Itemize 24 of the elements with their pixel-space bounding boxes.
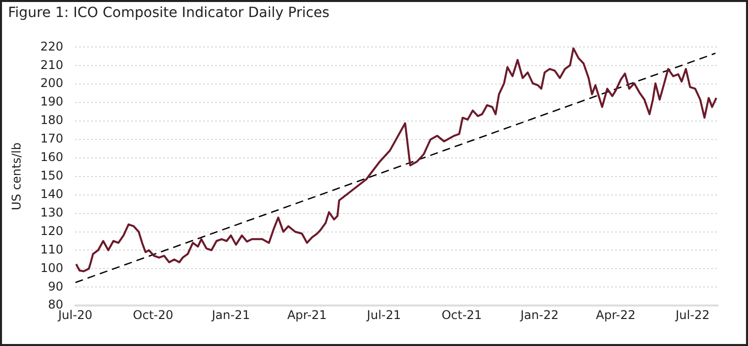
y-tick-label: 150 xyxy=(40,168,64,183)
x-tick-label: Jul-21 xyxy=(366,308,402,322)
chart-title: Figure 1: ICO Composite Indicator Daily Prices xyxy=(8,5,330,21)
y-tick-label: 140 xyxy=(40,186,64,201)
y-tick-label: 200 xyxy=(40,76,64,90)
x-tick-label: Apr-22 xyxy=(596,308,636,322)
y-tick-label: 180 xyxy=(40,113,64,128)
y-tick-label: 170 xyxy=(40,132,64,146)
x-tick-label: Jan-22 xyxy=(520,308,559,322)
y-tick-label: 90 xyxy=(48,279,64,294)
x-tick-label: Jul-22 xyxy=(674,308,710,322)
y-tick-label: 160 xyxy=(40,150,64,164)
y-tick-label: 220 xyxy=(40,39,64,54)
x-tick-label: Oct-21 xyxy=(442,308,482,322)
y-tick-label: 190 xyxy=(40,94,64,109)
y-tick-label: 100 xyxy=(40,260,64,275)
x-tick-label: Oct-20 xyxy=(132,308,174,322)
y-tick-label: 210 xyxy=(40,58,64,72)
x-tick-label: Jan-21 xyxy=(210,308,250,322)
x-tick-label: Apr-21 xyxy=(287,308,327,322)
y-tick-label: 120 xyxy=(40,224,64,238)
y-axis-title: US cents/lb xyxy=(9,142,24,210)
y-tick-label: 130 xyxy=(40,205,64,220)
y-tick-label: 110 xyxy=(40,242,64,256)
